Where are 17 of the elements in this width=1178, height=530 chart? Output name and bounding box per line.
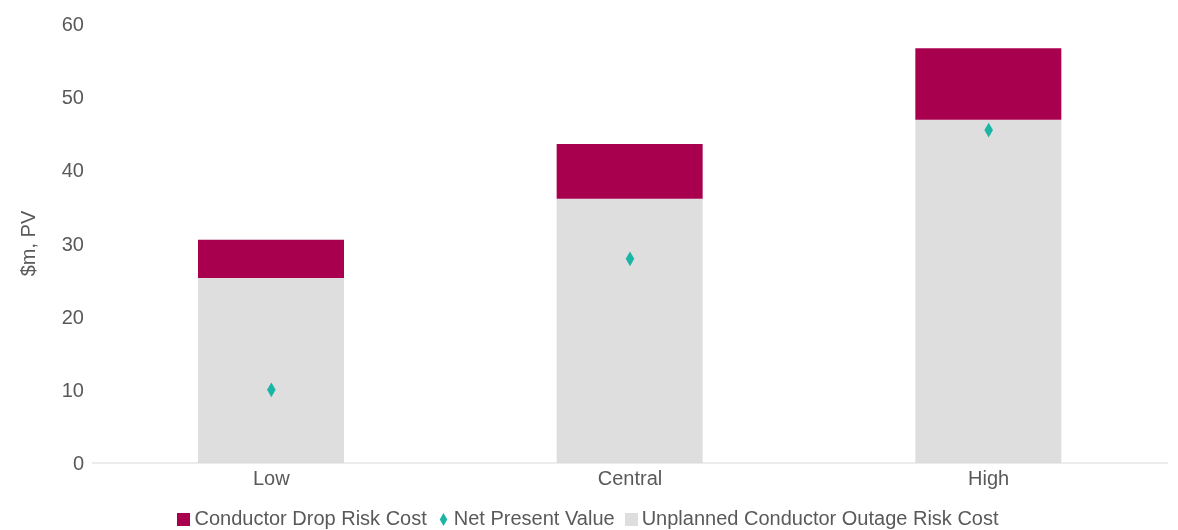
y-axis-title: $m, PV	[17, 210, 40, 277]
y-tick-label: 0	[72, 452, 84, 475]
legend-label: Net Present Value	[453, 507, 615, 529]
x-tick-label: Low	[252, 467, 291, 490]
y-tick-label: 10	[61, 378, 84, 401]
y-tick-label: 50	[61, 86, 84, 109]
legend-label: Unplanned Conductor Outage Risk Cost	[641, 507, 999, 529]
x-tick-label: High	[968, 467, 1010, 490]
bar	[198, 239, 344, 278]
x-tick-label: Central	[597, 467, 663, 490]
y-tick-label: 20	[61, 305, 84, 328]
bar	[915, 48, 1062, 120]
bar	[556, 143, 703, 199]
y-tick-label: 30	[61, 232, 84, 255]
legend-label: Conductor Drop Risk Cost	[194, 507, 427, 529]
y-tick-label: 40	[61, 159, 84, 182]
y-tick-label: 60	[61, 13, 84, 36]
